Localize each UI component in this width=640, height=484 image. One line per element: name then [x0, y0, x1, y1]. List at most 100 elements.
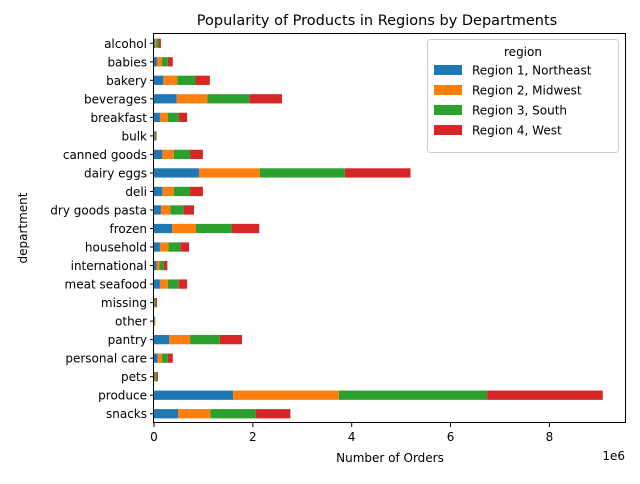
bar-pantry-series-1: [154, 335, 169, 344]
bar-dry-goods-pasta-series-1: [154, 205, 161, 214]
bar-babies-series-4: [168, 57, 173, 66]
legend-label: Region 1, Northeast: [472, 64, 592, 78]
y-tick-label: snacks: [106, 407, 147, 421]
bar-produce-series-2: [233, 391, 339, 400]
bar-bakery-series-3: [177, 76, 195, 85]
bar-alcohol-series-2: [155, 39, 156, 48]
bar-pets-series-3: [155, 372, 156, 381]
bar-personal-care-series-2: [157, 354, 161, 363]
bar-dairy-eggs-series-4: [345, 168, 411, 177]
bar-missing-series-3: [155, 298, 156, 307]
bar-beverages-series-1: [154, 94, 177, 103]
bar-dry-goods-pasta-series-2: [161, 205, 170, 214]
bar-international-series-4: [164, 261, 167, 270]
y-tick-label: canned goods: [63, 148, 147, 162]
bar-bakery-series-1: [154, 76, 163, 85]
bar-beverages-series-3: [207, 94, 249, 103]
bar-canned-goods-series-3: [174, 150, 190, 159]
bar-snacks-series-3: [210, 409, 255, 418]
y-tick-label: bakery: [106, 74, 147, 88]
bar-frozen-series-4: [232, 224, 260, 233]
bar-frozen-series-3: [196, 224, 232, 233]
bar-canned-goods-series-4: [190, 150, 203, 159]
y-tick-label: pantry: [108, 333, 147, 347]
bar-dairy-eggs-series-3: [260, 168, 345, 177]
y-tick-label: beverages: [84, 92, 147, 106]
bar-pantry-series-2: [169, 335, 190, 344]
bar-babies-series-1: [154, 57, 157, 66]
bar-breakfast-series-3: [168, 113, 179, 122]
legend-title: region: [504, 45, 542, 59]
legend-label: Region 3, South: [472, 104, 567, 118]
bar-deli-series-3: [174, 187, 190, 196]
x-tick-label: 4: [348, 430, 356, 444]
bar-babies-series-3: [162, 57, 168, 66]
bar-produce-series-4: [487, 391, 603, 400]
chart-title: Popularity of Products in Regions by Dep…: [197, 13, 557, 29]
bar-personal-care-series-3: [162, 354, 168, 363]
legend-swatch: [434, 65, 462, 75]
y-tick-label: meat seafood: [65, 278, 147, 292]
bar-snacks-series-4: [256, 409, 291, 418]
bar-personal-care-series-4: [168, 354, 173, 363]
bar-produce-series-1: [154, 391, 233, 400]
bar-missing-series-4: [156, 298, 157, 307]
x-tick-label: 6: [447, 430, 455, 444]
y-tick-label: babies: [107, 55, 147, 69]
y-tick-label: dry goods pasta: [50, 203, 147, 217]
bar-canned-goods-series-1: [154, 150, 162, 159]
bar-breakfast-series-4: [179, 113, 187, 122]
bar-dry-goods-pasta-series-4: [184, 205, 194, 214]
y-tick-label: pets: [121, 370, 147, 384]
bar-international-series-2: [156, 261, 159, 270]
bar-household-series-3: [168, 242, 180, 251]
bar-pantry-series-3: [190, 335, 220, 344]
x-tick-label: 2: [249, 430, 257, 444]
bar-snacks-series-2: [178, 409, 210, 418]
legend-label: Region 4, West: [472, 124, 562, 138]
bar-personal-care-series-1: [154, 354, 157, 363]
bar-beverages-series-4: [249, 94, 282, 103]
bar-canned-goods-series-2: [162, 150, 173, 159]
bar-frozen-series-1: [154, 224, 172, 233]
y-tick-label: personal care: [65, 352, 147, 366]
bar-alcohol-series-1: [154, 39, 155, 48]
x-tick-label: 0: [150, 430, 158, 444]
x-tick-label: 8: [546, 430, 554, 444]
bar-babies-series-2: [157, 57, 162, 66]
bar-deli-series-2: [162, 187, 173, 196]
bar-meat-seafood-series-3: [168, 279, 179, 288]
bar-frozen-series-2: [172, 224, 196, 233]
y-axis: alcoholbabiesbakerybeveragesbreakfastbul…: [50, 37, 154, 421]
legend-swatch: [434, 105, 462, 115]
y-tick-label: missing: [101, 296, 147, 310]
bar-deli-series-1: [154, 187, 162, 196]
bar-meat-seafood-series-1: [154, 279, 160, 288]
bar-meat-seafood-series-4: [179, 279, 187, 288]
bar-household-series-4: [180, 242, 189, 251]
x-axis: 0 2 4 6 8: [150, 423, 553, 444]
bar-dairy-eggs-series-1: [154, 168, 199, 177]
bar-pets-series-4: [157, 372, 158, 381]
bar-dairy-eggs-series-2: [199, 168, 260, 177]
y-tick-label: deli: [125, 185, 147, 199]
y-tick-label: alcohol: [104, 37, 147, 51]
y-tick-label: international: [71, 259, 147, 273]
bar-alcohol-series-4: [159, 39, 161, 48]
bar-international-series-1: [154, 261, 156, 270]
bar-pets-series-2: [154, 372, 155, 381]
bar-breakfast-series-2: [160, 113, 168, 122]
y-tick-label: breakfast: [90, 111, 147, 125]
bar-bakery-series-4: [196, 76, 210, 85]
y-tick-label: frozen: [109, 222, 147, 236]
bar-beverages-series-2: [177, 94, 208, 103]
bar-deli-series-4: [190, 187, 203, 196]
y-tick-label: dairy eggs: [84, 166, 147, 180]
x-axis-offset-text: 1e6: [602, 449, 625, 463]
legend-swatch: [434, 125, 462, 135]
bar-breakfast-series-1: [154, 113, 160, 122]
bar-produce-series-3: [339, 391, 487, 400]
